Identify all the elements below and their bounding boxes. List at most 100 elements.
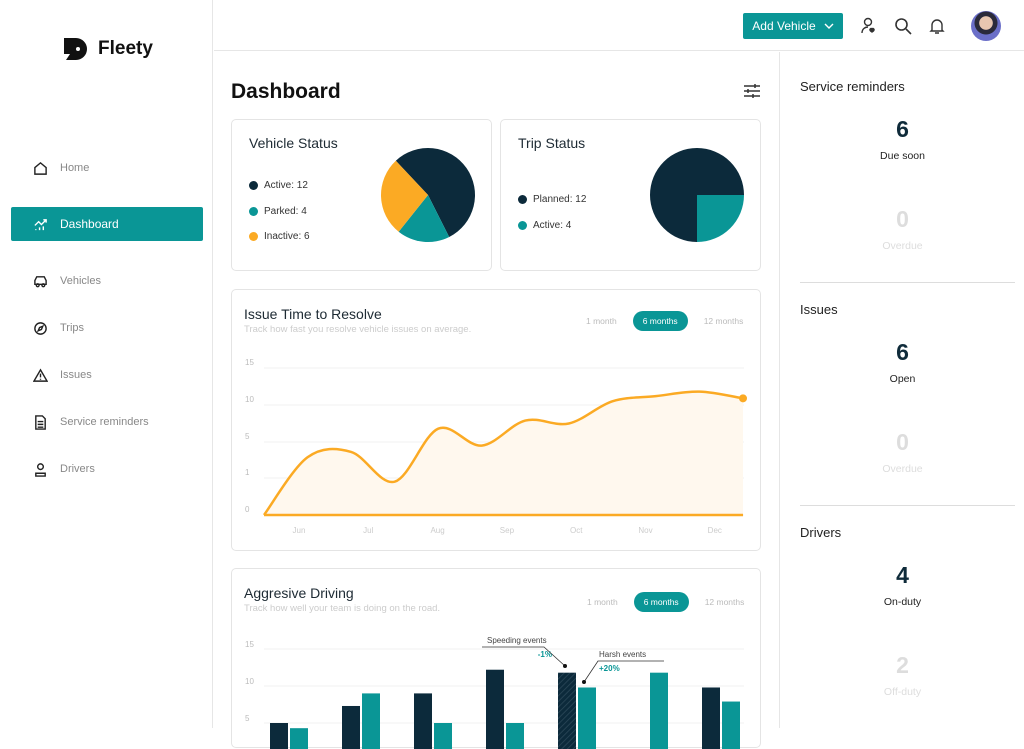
off-duty-count: 2 xyxy=(896,652,909,678)
x-tick-label: Jul xyxy=(363,526,373,535)
bar-harsh-events[interactable] xyxy=(506,723,524,749)
sidebar-item-drivers[interactable]: Drivers xyxy=(11,452,203,486)
sidebar-item-service-reminders[interactable]: Service reminders xyxy=(11,405,203,439)
overdue-count: 0 xyxy=(896,206,909,232)
range-1-month[interactable]: 1 month xyxy=(586,316,617,326)
range-selector: 1 month 6 months 12 months xyxy=(576,311,753,331)
range-12-months[interactable]: 12 months xyxy=(703,316,744,326)
annotation-label: Speeding events xyxy=(487,636,547,645)
bar-speeding-events[interactable] xyxy=(702,687,720,749)
bar-speeding-events[interactable] xyxy=(558,672,576,749)
legend-item: Inactive: 6 xyxy=(249,231,310,242)
legend-item: Active: 4 xyxy=(518,220,571,231)
last-point[interactable] xyxy=(739,394,747,403)
legend-label: Inactive: 6 xyxy=(264,231,310,242)
off-duty-label: Off-duty xyxy=(883,686,922,698)
legend-item: Planned: 12 xyxy=(518,194,586,205)
divider xyxy=(800,282,1015,283)
aggressive-driving-chart: 5 10 15 Speeding events -1% Harsh events +20% xyxy=(245,636,744,749)
overdue-label: Overdue xyxy=(882,240,923,252)
annotation-change: +20% xyxy=(599,664,620,673)
on-duty-label: On-duty xyxy=(883,596,922,608)
y-tick-label: 15 xyxy=(245,358,254,367)
legend-dot xyxy=(249,207,258,216)
add-vehicle-label: Add Vehicle xyxy=(752,19,816,33)
bar-speeding-events[interactable] xyxy=(270,723,288,749)
y-tick-label: 1 xyxy=(245,468,250,477)
card-subtitle: Track how fast you resolve vehicle issue… xyxy=(244,324,472,335)
issue-time-card: Issue Time to Resolve Track how fast you… xyxy=(231,289,761,551)
section-title: Issues xyxy=(800,302,838,317)
logo[interactable]: Fleety xyxy=(64,38,153,60)
home-icon xyxy=(34,161,47,175)
sidebar-item-label: Service reminders xyxy=(60,416,149,428)
annotation-leader xyxy=(482,646,566,667)
range-selector: 1 month 6 months 12 months xyxy=(577,592,754,612)
sidebar-item-dashboard[interactable]: Dashboard xyxy=(11,207,203,241)
avatar[interactable] xyxy=(971,11,1001,41)
divider xyxy=(800,505,1015,506)
overdue-label: Overdue xyxy=(882,463,923,475)
legend-label: Parked: 4 xyxy=(264,206,307,217)
sidebar-item-label: Dashboard xyxy=(60,217,119,231)
legend-dot xyxy=(518,221,527,230)
app-name: Fleety xyxy=(98,38,153,59)
range-12-months[interactable]: 12 months xyxy=(704,597,745,607)
due-soon-count: 6 xyxy=(896,116,909,142)
y-tick-label: 15 xyxy=(245,640,254,649)
bar-harsh-events[interactable] xyxy=(362,693,380,749)
on-duty-count: 4 xyxy=(896,562,909,588)
bar-speeding-events[interactable] xyxy=(414,693,432,749)
x-tick-label: Dec xyxy=(708,526,722,535)
y-tick-label: 10 xyxy=(245,677,254,686)
bar-harsh-events[interactable] xyxy=(434,723,452,749)
y-tick-label: 10 xyxy=(245,395,254,404)
vehicle-status-pie xyxy=(381,147,476,242)
sidebar-item-issues[interactable]: Issues xyxy=(11,358,203,392)
bar-harsh-events[interactable] xyxy=(722,701,740,749)
sidebar-item-label: Vehicles xyxy=(60,275,101,287)
chevron-down-icon xyxy=(824,23,834,29)
sidebar-item-label: Trips xyxy=(60,322,85,334)
user-icon xyxy=(35,462,46,477)
add-vehicle-button[interactable]: Add Vehicle xyxy=(743,13,843,39)
bell-icon[interactable] xyxy=(927,16,947,36)
x-tick-label: Sep xyxy=(500,526,515,535)
card-title: Aggresive Driving xyxy=(244,585,354,601)
search-icon[interactable] xyxy=(893,16,913,36)
overdue-count: 0 xyxy=(896,429,909,455)
legend-label: Active: 4 xyxy=(533,220,572,231)
annotation-change: -1% xyxy=(538,650,552,659)
series-line xyxy=(262,390,744,516)
range-6-months[interactable]: 6 months xyxy=(632,311,688,331)
y-tick-label: 0 xyxy=(245,505,250,514)
annotation-dot xyxy=(582,680,586,684)
filter-settings-icon[interactable] xyxy=(743,83,761,99)
sidebar-item-label: Drivers xyxy=(60,463,95,475)
bar-harsh-events[interactable] xyxy=(578,687,596,749)
compass-icon xyxy=(34,321,47,335)
open-count: 6 xyxy=(896,339,909,365)
bar-harsh-events[interactable] xyxy=(650,672,668,749)
range-1-month[interactable]: 1 month xyxy=(587,597,618,607)
sidebar-item-vehicles[interactable]: Vehicles xyxy=(11,264,203,298)
sidebar-item-label: Issues xyxy=(60,369,92,381)
legend-dot xyxy=(249,181,258,190)
legend-label: Planned: 12 xyxy=(533,194,587,205)
page-title: Dashboard xyxy=(231,80,341,103)
document-icon xyxy=(35,414,46,430)
sidebar-item-trips[interactable]: Trips xyxy=(11,311,203,345)
sidebar-item-home[interactable]: Home xyxy=(11,151,203,185)
x-tick-label: Aug xyxy=(430,526,444,535)
pie-slice-active xyxy=(395,147,476,237)
bar-speeding-events[interactable] xyxy=(342,705,360,749)
user-heart-icon[interactable] xyxy=(859,16,879,36)
pie-slice-active xyxy=(697,195,744,242)
due-soon-label: Due soon xyxy=(880,150,925,162)
bar-speeding-events[interactable] xyxy=(486,669,504,749)
range-6-months[interactable]: 6 months xyxy=(633,592,689,612)
bar-harsh-events[interactable] xyxy=(290,728,308,749)
card-title: Issue Time to Resolve xyxy=(244,306,382,322)
trip-status-card: Trip Status Planned: 12 Active: 4 xyxy=(500,119,761,271)
